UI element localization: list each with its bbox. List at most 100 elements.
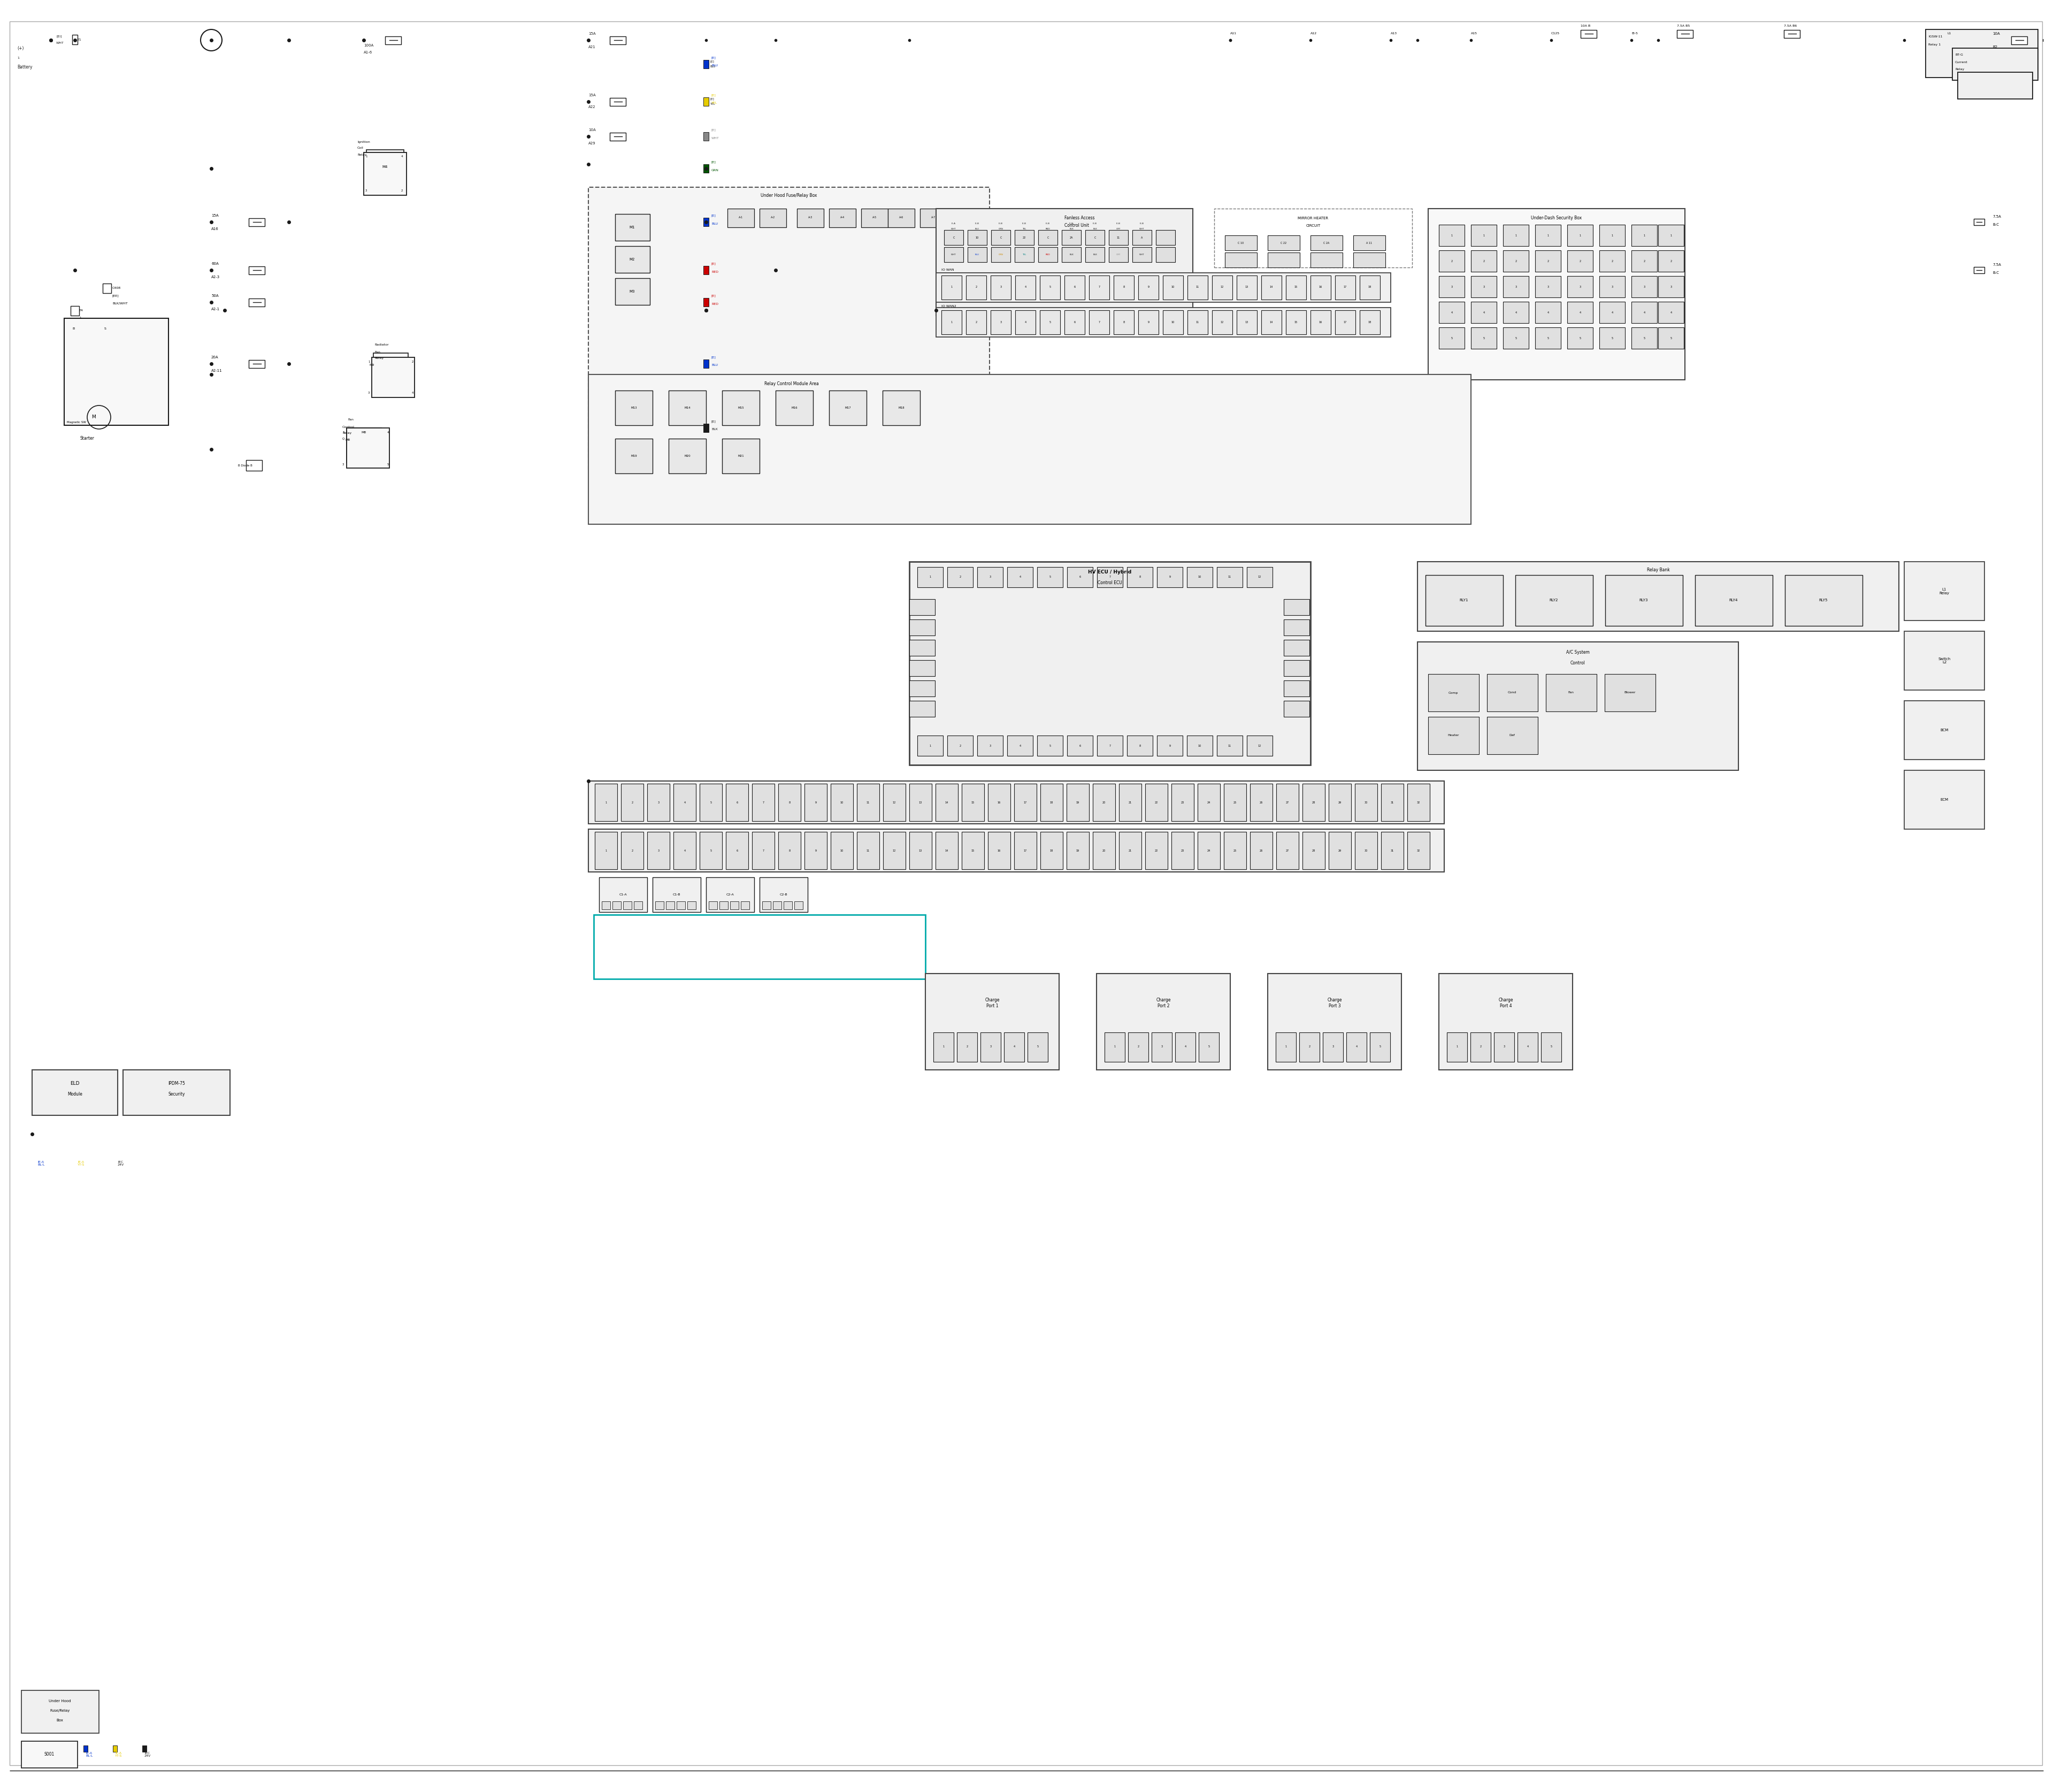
Bar (1093, 831, 1115, 869)
Bar (861, 208, 887, 228)
Text: BLU: BLU (711, 66, 715, 68)
Text: 10: 10 (840, 849, 844, 851)
Bar (596, 783, 618, 821)
Bar (1171, 831, 1193, 869)
Bar (725, 783, 748, 821)
Bar (990, 310, 1011, 335)
Bar (725, 831, 748, 869)
Bar (1286, 310, 1306, 335)
Bar (1037, 566, 1062, 588)
Bar (776, 391, 813, 425)
Text: WHT: WHT (951, 253, 957, 256)
Text: RED: RED (711, 303, 719, 305)
Text: BLK: BLK (1093, 228, 1097, 229)
Text: 21: 21 (1128, 801, 1132, 805)
Bar (1360, 310, 1380, 335)
Bar (1547, 674, 1596, 711)
Bar (1267, 253, 1300, 267)
Bar (1006, 566, 1033, 588)
Text: WHT: WHT (1140, 253, 1144, 256)
Bar (705, 61, 709, 68)
Text: 12: 12 (1220, 287, 1224, 289)
Bar (1015, 783, 1037, 821)
Bar (1105, 1032, 1126, 1063)
Text: Control ECU: Control ECU (1097, 581, 1121, 586)
Bar (364, 152, 407, 195)
Bar (1440, 328, 1465, 349)
Bar (830, 391, 867, 425)
Text: 20: 20 (1103, 849, 1105, 851)
Bar (935, 831, 957, 869)
Bar (1471, 1032, 1491, 1063)
Text: BLK: BLK (1070, 228, 1074, 229)
Bar (1216, 735, 1243, 756)
Text: 15: 15 (1294, 287, 1298, 289)
Text: IO WAN2: IO WAN2 (941, 305, 957, 306)
Text: C408: C408 (113, 287, 121, 290)
Text: Under Hood: Under Hood (49, 1699, 72, 1702)
Text: M21: M21 (737, 455, 744, 457)
Bar (1015, 276, 1035, 299)
Bar (1089, 276, 1109, 299)
Text: IE-A
YT-S: IE-A YT-S (78, 1161, 84, 1167)
Text: WHT: WHT (951, 228, 957, 229)
Text: Security: Security (168, 1091, 185, 1097)
Bar (1267, 973, 1401, 1070)
Bar (1600, 251, 1625, 272)
Bar (1904, 701, 1984, 760)
Bar (1251, 783, 1273, 821)
Text: IO WAN: IO WAN (941, 269, 953, 271)
Bar (709, 901, 717, 909)
Text: 29: 29 (1339, 849, 1341, 851)
Bar (1128, 735, 1152, 756)
Bar (1360, 276, 1380, 299)
Bar (1370, 1032, 1391, 1063)
Text: 100A: 100A (364, 43, 374, 47)
Bar (778, 831, 801, 869)
Bar (1132, 229, 1152, 246)
Bar (1356, 831, 1378, 869)
Text: CRN: CRN (998, 228, 1002, 229)
Text: 12: 12 (893, 849, 896, 851)
Text: L1
Relay: L1 Relay (1939, 588, 1949, 595)
Bar (700, 783, 723, 821)
Bar (967, 229, 986, 246)
Bar (1187, 276, 1208, 299)
Bar (990, 276, 1011, 299)
Bar (1214, 208, 1413, 267)
Bar (1606, 575, 1682, 625)
Bar (992, 247, 1011, 262)
Text: 10: 10 (1197, 744, 1202, 747)
Text: 10: 10 (1171, 287, 1175, 289)
Text: [E]: [E] (711, 161, 717, 163)
Text: B-C: B-C (1992, 222, 1999, 226)
Bar (1567, 328, 1594, 349)
Bar (1504, 224, 1528, 246)
Text: C1-B: C1-B (674, 892, 680, 896)
Text: IE-B: IE-B (1045, 222, 1050, 224)
Bar (1600, 328, 1625, 349)
Bar (1097, 735, 1124, 756)
Bar (2011, 36, 2027, 45)
Text: WHT: WHT (55, 41, 64, 45)
Bar (1567, 276, 1594, 297)
Bar (1440, 251, 1465, 272)
Bar (1567, 251, 1594, 272)
Bar (647, 831, 670, 869)
Bar (1237, 310, 1257, 335)
Bar (347, 428, 382, 462)
Bar (723, 391, 760, 425)
Bar (1380, 831, 1403, 869)
Bar (1224, 783, 1247, 821)
Bar (1066, 783, 1089, 821)
Bar (1300, 1032, 1319, 1063)
Bar (918, 566, 943, 588)
Bar (702, 133, 709, 142)
Bar (610, 97, 626, 106)
Bar (1471, 328, 1497, 349)
Text: 16: 16 (998, 801, 1000, 805)
Text: 27: 27 (1286, 849, 1290, 851)
Bar (920, 208, 947, 228)
Bar (1163, 276, 1183, 299)
Bar (1109, 247, 1128, 262)
